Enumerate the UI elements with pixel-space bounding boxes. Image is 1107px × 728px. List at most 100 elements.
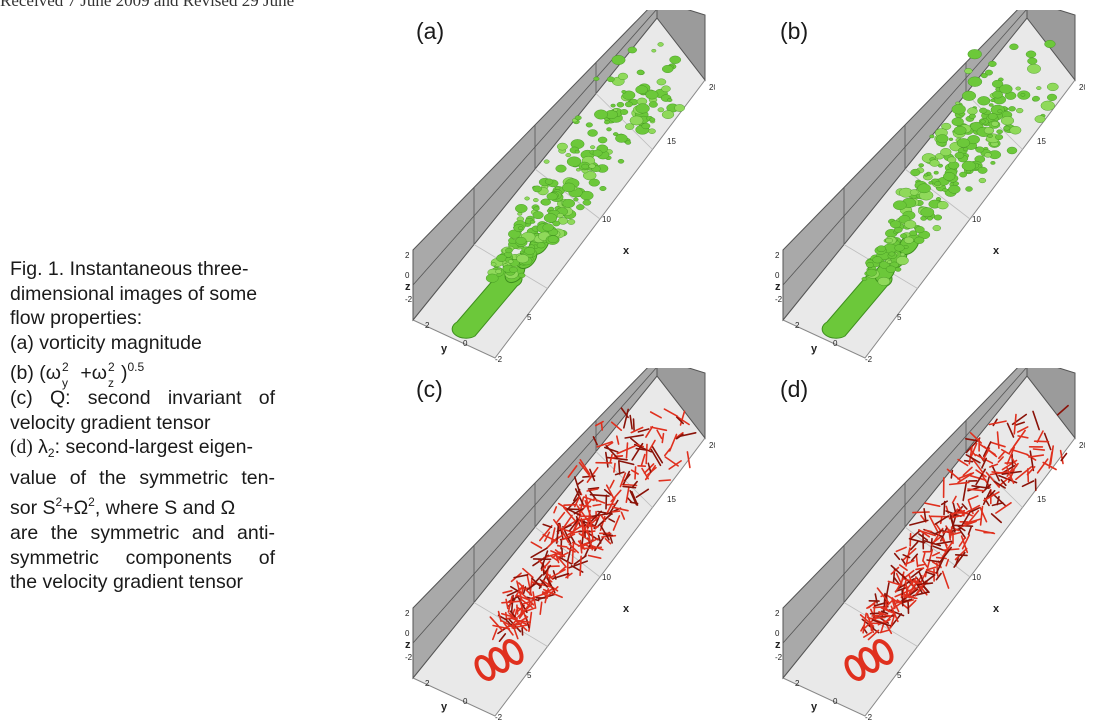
vortex-structure <box>970 442 978 457</box>
vortex-structure <box>627 46 637 54</box>
vortex-structure <box>636 69 645 76</box>
caption-d-text-1: : second-largest eigen- <box>54 436 253 459</box>
vortex-structure <box>980 119 986 124</box>
vortex-structure <box>679 410 686 426</box>
vortex-structure <box>616 435 620 445</box>
x-tick-label: 20 <box>1079 83 1085 92</box>
vortex-structure <box>540 550 549 570</box>
x-axis-label: x <box>993 245 1000 257</box>
vortex-structure <box>996 495 1000 506</box>
caption-item-c-line-2: velocity gradient tensor <box>10 411 211 434</box>
vortex-structure <box>624 473 631 482</box>
vortex-structure <box>867 616 886 620</box>
vortex-structure <box>631 442 644 461</box>
vortex-structure <box>620 109 629 115</box>
vortex-structure <box>917 183 931 194</box>
vortex-structure <box>991 121 999 127</box>
vortex-structure <box>1026 466 1036 476</box>
vortex-structure <box>1006 422 1015 438</box>
caption-b-sub-z: z <box>108 376 114 391</box>
x-tick-label: 10 <box>602 215 611 224</box>
vortex-structure <box>529 591 549 600</box>
x-tick-label: 20 <box>709 83 715 92</box>
vortex-structure <box>1036 430 1044 443</box>
vortex-structure <box>667 98 673 103</box>
vortex-structure <box>962 466 973 477</box>
vortex-structure <box>967 488 985 492</box>
vortex-structure <box>544 178 554 185</box>
vortex-structure <box>608 518 616 523</box>
vortex-structure <box>584 500 592 517</box>
vortex-structure <box>959 529 967 539</box>
vortex-structure <box>489 616 504 632</box>
vortex-structure <box>997 109 1003 114</box>
vortex-structure <box>990 161 996 165</box>
vortex-structure <box>1046 82 1059 92</box>
vortex-structure <box>1027 57 1038 65</box>
caption-d-3a: sor S <box>10 497 56 520</box>
x-tick-label: 15 <box>1037 495 1046 504</box>
vortex-structure <box>1017 426 1029 433</box>
vortex-structure <box>931 551 940 557</box>
vortex-structure <box>593 498 606 504</box>
vortex-structure <box>884 582 890 602</box>
vortex-structure <box>979 443 996 456</box>
vortex-structure <box>1027 468 1030 483</box>
vortex-structure <box>657 107 665 113</box>
vortex-structure <box>900 233 908 239</box>
vortex-structure <box>970 456 984 474</box>
vortex-structure <box>662 65 674 74</box>
vortex-structure <box>579 539 583 554</box>
vortex-structure <box>588 163 596 169</box>
vortex-structure <box>485 273 499 283</box>
vortex-structure <box>604 120 610 125</box>
vortex-structure <box>959 171 968 178</box>
vortex-structure <box>876 245 886 252</box>
vortex-structure <box>984 152 992 158</box>
vortex-structure <box>905 582 909 598</box>
vortex-structure <box>573 197 579 202</box>
caption-b-exponent: 0.5 <box>127 360 145 375</box>
vortex-ring <box>858 647 880 673</box>
vortex-structure <box>945 558 950 567</box>
vortex-structure <box>962 147 969 152</box>
vortex-structure <box>926 559 942 563</box>
y-tick-label: 0 <box>833 339 838 348</box>
vortex-structure <box>635 103 650 114</box>
vortex-structure <box>941 570 950 589</box>
vortex-structure <box>872 256 883 264</box>
vortex-structure <box>967 504 981 513</box>
vortex-structure <box>635 447 647 451</box>
vortex-structure <box>587 129 598 137</box>
vortex-structure <box>861 276 868 281</box>
vortex-structure <box>567 465 578 478</box>
vortex-structure <box>505 616 515 620</box>
vortex-structure <box>562 182 576 193</box>
caption-d-3sup1: 2 <box>55 495 63 510</box>
vortex-structure <box>610 489 622 503</box>
vortex-structure <box>948 184 961 194</box>
vortex-structure <box>647 462 652 473</box>
vortex-structure <box>506 622 522 628</box>
vortex-structure <box>582 199 592 206</box>
vortex-structure <box>594 109 608 120</box>
vortex-structure <box>912 511 930 514</box>
vortex-structure <box>539 578 549 588</box>
vortex-structure <box>518 272 526 279</box>
vortex-structure <box>531 577 542 588</box>
vortex-structure <box>929 134 935 139</box>
vortex-structure <box>632 418 635 432</box>
vortex-structure <box>983 491 1000 502</box>
vortex-structure <box>589 512 610 518</box>
vortex-structure <box>862 612 867 634</box>
y-tick-label: 2 <box>795 321 800 330</box>
vortex-structure <box>530 541 543 549</box>
vortex-structure <box>515 236 527 245</box>
vortex-structure <box>1020 93 1026 97</box>
vortex-structure <box>1032 410 1041 431</box>
vortex-structure <box>641 122 651 130</box>
vortex-structure <box>909 189 919 196</box>
vortex-structure <box>1032 448 1046 451</box>
